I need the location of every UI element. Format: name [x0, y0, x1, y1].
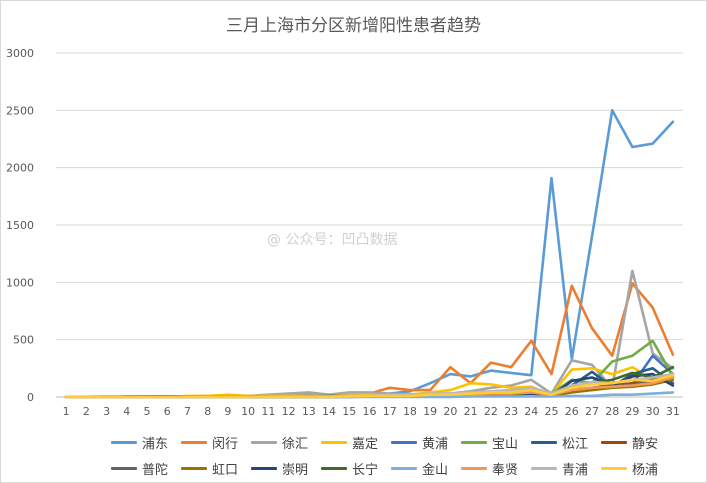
y-tick-label: 0 [27, 391, 34, 404]
legend-item: 黄浦 [391, 433, 461, 452]
legend-row: 浦东 闵行 徐汇 嘉定 黄浦 宝山 松江 静安 [111, 429, 671, 455]
legend-swatch [321, 440, 347, 444]
x-tick-label: 24 [524, 405, 538, 418]
x-tick-label: 27 [585, 405, 599, 418]
legend-swatch [531, 440, 557, 444]
legend-item: 普陀 [111, 459, 181, 478]
legend-row: 普陀 虹口 崇明 长宁 金山 奉贤 青浦 杨浦 [111, 455, 671, 481]
legend-label: 静安 [632, 436, 659, 452]
x-tick-label: 22 [484, 405, 498, 418]
legend-swatch [181, 466, 207, 470]
legend-label: 普陀 [142, 462, 169, 478]
legend-swatch [251, 440, 277, 444]
legend-item: 金山 [391, 459, 461, 478]
legend-label: 黄浦 [422, 436, 449, 452]
y-tick-label: 2500 [6, 104, 34, 117]
x-tick-label: 21 [464, 405, 478, 418]
legend-item: 崇明 [251, 459, 321, 478]
x-tick-label: 6 [164, 405, 171, 418]
legend-item: 徐汇 [251, 433, 321, 452]
x-tick-label: 23 [504, 405, 518, 418]
series-lines [64, 109, 675, 399]
legend-label: 虹口 [212, 462, 239, 478]
legend-label: 青浦 [562, 462, 589, 478]
legend-swatch [321, 466, 347, 470]
legend-swatch [111, 466, 137, 470]
x-tick-label: 18 [403, 405, 417, 418]
x-axis: 1 2 3 4 5 6 7 8 9 10 11 12 13 14 15 16 17 18 19 20 21 22 23 24 2… [63, 405, 680, 418]
legend-item: 浦东 [111, 433, 181, 452]
legend-item: 长宁 [321, 459, 391, 478]
x-tick-label: 13 [302, 405, 316, 418]
legend-label: 杨浦 [632, 462, 659, 478]
legend-swatch [391, 440, 417, 444]
x-tick-label: 20 [443, 405, 457, 418]
legend-item: 静安 [601, 433, 671, 452]
legend-swatch [251, 466, 277, 470]
legend-item: 虹口 [181, 459, 251, 478]
legend-item: 闵行 [181, 433, 251, 452]
legend-swatch [111, 440, 137, 444]
legend-swatch [531, 466, 557, 470]
y-axis: 0 500 1000 1500 2000 2500 3000 [6, 47, 34, 404]
x-tick-label: 25 [545, 405, 559, 418]
legend-label: 长宁 [352, 462, 379, 478]
x-tick-label: 29 [625, 405, 639, 418]
legend-label: 崇明 [282, 462, 309, 478]
legend-label: 闵行 [212, 436, 239, 452]
legend-item: 奉贤 [461, 459, 531, 478]
legend-swatch [601, 466, 627, 470]
legend-label: 松江 [562, 436, 589, 452]
x-tick-label: 26 [565, 405, 579, 418]
x-tick-label: 4 [123, 405, 130, 418]
legend-label: 奉贤 [492, 462, 519, 478]
x-tick-label: 7 [184, 405, 191, 418]
legend: 浦东 闵行 徐汇 嘉定 黄浦 宝山 松江 静安普陀 虹口 崇明 长宁 金山 奉贤 青浦 杨浦 [111, 429, 671, 481]
legend-item: 青浦 [531, 459, 601, 478]
x-tick-label: 16 [363, 405, 377, 418]
x-tick-label: 14 [322, 405, 336, 418]
chart-title: 三月上海市分区新增阳性患者趋势 [226, 16, 481, 36]
series-line-浦东 [64, 109, 675, 399]
x-tick-label: 9 [224, 405, 231, 418]
legend-label: 徐汇 [282, 436, 309, 452]
legend-swatch [461, 440, 487, 444]
legend-label: 浦东 [142, 436, 169, 452]
series-line-杨浦 [64, 373, 675, 399]
legend-swatch [181, 440, 207, 444]
y-tick-label: 1000 [6, 276, 34, 289]
gridlines [56, 52, 683, 398]
watermark: @ 公众号：凹凸数据 [267, 232, 398, 248]
y-tick-label: 1500 [6, 219, 34, 232]
legend-item: 松江 [531, 433, 601, 452]
x-tick-label: 30 [646, 405, 660, 418]
x-tick-label: 12 [282, 405, 296, 418]
legend-swatch [391, 466, 417, 470]
legend-item: 嘉定 [321, 433, 391, 452]
x-tick-label: 1 [63, 405, 70, 418]
x-tick-label: 19 [423, 405, 437, 418]
x-tick-label: 10 [241, 405, 255, 418]
legend-swatch [601, 440, 627, 444]
y-tick-label: 3000 [6, 47, 34, 60]
x-tick-label: 3 [103, 405, 110, 418]
x-tick-label: 17 [383, 405, 397, 418]
y-tick-label: 2000 [6, 162, 34, 175]
legend-label: 金山 [422, 462, 449, 478]
x-tick-label: 28 [605, 405, 619, 418]
legend-label: 嘉定 [352, 436, 379, 452]
x-tick-label: 8 [204, 405, 211, 418]
legend-label: 宝山 [492, 436, 519, 452]
x-tick-label: 15 [342, 405, 356, 418]
x-tick-label: 2 [83, 405, 90, 418]
x-tick-label: 5 [144, 405, 151, 418]
legend-item: 杨浦 [601, 459, 671, 478]
legend-item: 宝山 [461, 433, 531, 452]
x-tick-label: 31 [666, 405, 680, 418]
x-tick-label: 11 [261, 405, 275, 418]
legend-swatch [461, 466, 487, 470]
y-tick-label: 500 [13, 334, 34, 347]
